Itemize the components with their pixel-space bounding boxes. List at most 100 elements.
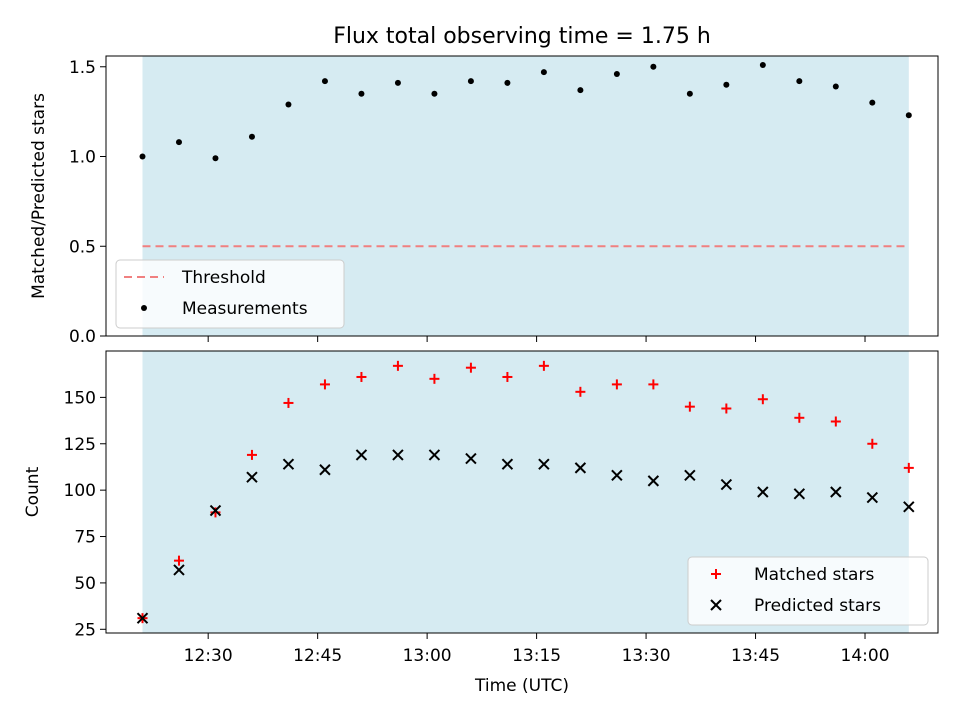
bottom-y-tick-label-4: 125: [64, 435, 96, 455]
bottom-series-1-point-2: [209, 504, 222, 517]
bottom-series-0-point-2: [210, 507, 221, 518]
top-series-1-point-20: [869, 99, 876, 106]
top-y-ticks: 0.0 0.5 1.0 1.5: [69, 58, 106, 347]
bottom-series-1-point-7-stroke-b: [392, 449, 404, 461]
bottom-series-1-point-17-stroke-b: [757, 486, 769, 498]
top-series-1-point-12: [577, 87, 584, 94]
top-y-tick-label-2: 1.0: [69, 148, 96, 168]
bottom-series-1-point-12: [574, 462, 587, 474]
top-series-1-point-1: [175, 139, 182, 146]
x-tick-label-3: 13:15: [512, 646, 561, 666]
bottom-series-1-point-4: [282, 458, 295, 470]
top-series-1-point-10: [504, 79, 511, 86]
bottom-series-1-point-5: [319, 464, 331, 476]
x-tick-label-6: 14:00: [841, 646, 890, 666]
bottom-series-1-point-5-stroke-b: [319, 464, 331, 476]
bottom-legend-box: [687, 556, 929, 626]
bottom-legend: Matched stars Predicted stars: [687, 556, 929, 626]
bottom-axes-frame: [105, 350, 939, 634]
bottom-series-0-point-13: [611, 379, 622, 390]
top-y-tick-label-0: 0.0: [69, 327, 96, 347]
bottom-series-0-point-1: [173, 555, 184, 566]
bottom-series-0-point-20: [867, 438, 878, 449]
bottom-series-1-point-9: [465, 452, 477, 465]
bottom-series-1-point-18-stroke-b: [793, 488, 806, 500]
bottom-series-0-point-15: [684, 401, 695, 412]
bottom-series-1-point-8-stroke-b: [428, 449, 441, 461]
bottom-series-1-point-4-stroke-b: [282, 458, 295, 470]
bottom-series-1-point-11: [538, 458, 550, 470]
bottom-legend-label-1: Predicted stars: [754, 596, 881, 616]
top-series-1-point-18: [796, 78, 803, 85]
bottom-series-0-point-10: [502, 371, 513, 382]
bottom-series-1-point-13-stroke-b: [611, 469, 623, 482]
bottom-series-1-point-12-stroke-b: [574, 462, 587, 474]
bottom-panel: 25 50 75 100 125 150 12:30 12:45 13:00 13:15 13:3…: [23, 350, 939, 666]
bottom-series-1-point-19: [830, 486, 842, 498]
bottom-series-0-point-5: [319, 379, 330, 390]
top-y-tick-label-3: 1.5: [69, 58, 96, 78]
bottom-series-1-point-1-stroke-b: [173, 564, 185, 576]
bottom-series-1-point-14-stroke-b: [647, 475, 660, 487]
top-series-1-point-21: [905, 112, 912, 119]
bottom-series-0-point-4: [283, 397, 294, 408]
bottom-series-1-point-8: [428, 449, 441, 461]
bottom-series-1-point-3-stroke-b: [246, 471, 258, 483]
x-tick-label-1: 12:45: [293, 646, 342, 666]
bottom-series-1-point-11-stroke-b: [538, 458, 550, 470]
bottom-series-1-point-21-stroke-b: [903, 501, 915, 513]
bottom-y-tick-label-0: 25: [74, 620, 96, 640]
bottom-series-0-point-14: [648, 379, 659, 390]
bottom-series-1-point-14: [647, 475, 660, 487]
x-tick-label-5: 13:45: [731, 646, 780, 666]
bottom-y-ticks: 25 50 75 100 125 150: [64, 388, 106, 640]
top-y-axis-label: Matched/Predicted stars: [29, 93, 49, 299]
top-series-1-point-2: [212, 155, 219, 162]
bottom-series-1-point-6-stroke-b: [355, 449, 368, 461]
top-legend-label-1: Measurements: [182, 299, 308, 319]
bottom-series-1-point-1: [173, 564, 185, 576]
bottom-series-0-point-7: [392, 360, 403, 371]
top-series-1-point-16: [723, 81, 730, 88]
top-series-1-point-3: [248, 133, 255, 140]
bottom-series-1-point-20: [866, 491, 879, 504]
bottom-y-axis-label: Count: [23, 466, 43, 517]
bottom-legend-label-0: Matched stars: [754, 565, 874, 585]
bottom-legend-swatch-0: [711, 569, 721, 579]
bottom-series-1-point-15: [684, 469, 696, 482]
bottom-series-1-point-15-stroke-b: [684, 469, 696, 482]
top-series-1-point-7: [394, 79, 401, 86]
bottom-y-tick-label-1: 50: [74, 574, 96, 594]
bottom-series-1-point-0-stroke-b: [136, 612, 149, 624]
bottom-series-1-point-0: [136, 612, 149, 624]
x-axis-label: Time (UTC): [474, 676, 569, 696]
top-series-1-point-11: [540, 69, 547, 76]
bottom-series-1-point-6: [355, 449, 368, 461]
top-series-1-point-5: [321, 78, 328, 85]
bottom-series-0-point-18: [794, 412, 805, 423]
x-tick-label-2: 13:00: [403, 646, 452, 666]
bottom-y-tick-label-2: 75: [74, 528, 96, 548]
top-series-1-point-8: [431, 90, 438, 97]
top-legend-swatch-1: [141, 305, 147, 311]
bottom-legend-swatch-1-stroke-b: [710, 599, 722, 611]
top-series-1-point-17: [759, 61, 766, 68]
bottom-y-tick-label-3: 100: [64, 481, 96, 501]
bottom-series-0-point-19: [830, 416, 841, 427]
top-legend-label-0: Threshold: [181, 268, 266, 288]
bottom-series-1-point-17: [757, 486, 769, 498]
bottom-series-1-point-7: [392, 449, 404, 461]
top-series-1-point-0: [139, 153, 146, 160]
top-panel: 0.0 0.5 1.0 1.5 Matched/Predicted stars Thr…: [29, 55, 939, 347]
bottom-series-0-point-9: [465, 362, 476, 373]
bottom-series-1-point-3: [246, 471, 258, 483]
bottom-series-1-point-18: [793, 488, 806, 500]
bottom-series-1-point-21: [903, 501, 915, 513]
top-marks: [139, 61, 912, 248]
top-legend: Threshold Measurements: [115, 259, 345, 329]
top-series-1-point-14: [650, 63, 657, 70]
top-axes-frame: [105, 55, 939, 337]
top-x-ticks: [207, 336, 866, 342]
bottom-series-1-point-13: [611, 469, 623, 482]
